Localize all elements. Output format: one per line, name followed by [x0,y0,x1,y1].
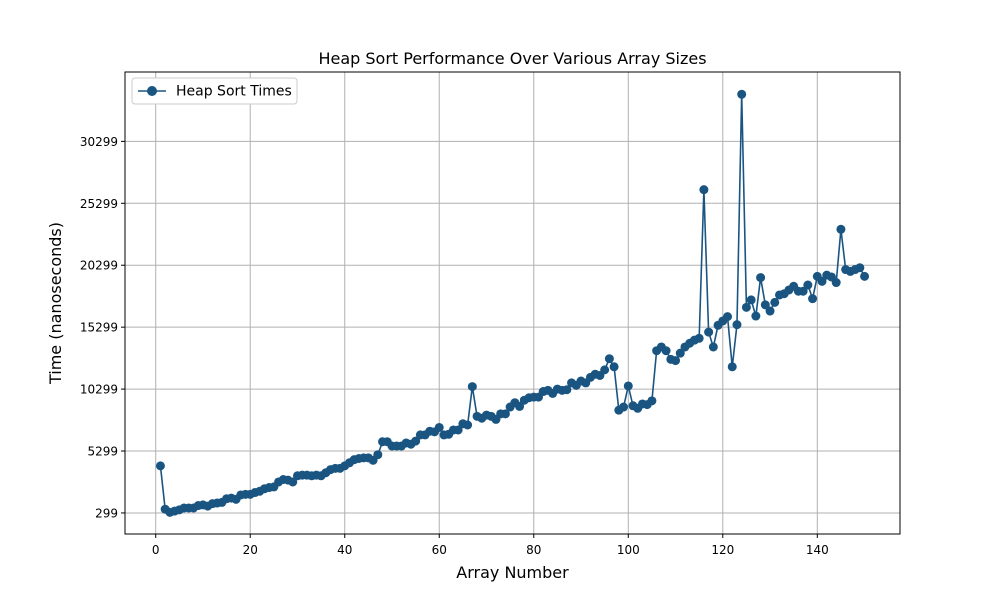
data-point [562,385,572,395]
data-point [860,271,870,281]
data-point [647,396,657,406]
y-tick-label: 25299 [80,197,118,211]
data-point [373,450,383,460]
data-point [411,436,421,446]
data-point [453,425,463,435]
data-point [817,276,827,286]
legend-label: Heap Sort Times [176,84,292,100]
data-point [604,354,614,364]
data-point [434,422,444,432]
data-point [515,401,525,411]
data-point [661,346,671,356]
x-tick-label: 120 [711,543,734,557]
data-point [623,381,633,391]
data-point [155,461,165,471]
y-tick-label: 30299 [80,135,118,149]
data-point [746,295,756,305]
x-tick-label: 20 [243,543,258,557]
x-tick-label: 40 [337,543,352,557]
data-point [808,294,818,304]
data-point [756,273,766,283]
data-point [803,280,813,290]
data-point [675,348,685,358]
y-tick-label: 15299 [80,321,118,335]
data-point [798,286,808,296]
data-point [288,477,298,487]
data-point [831,278,841,288]
data-point [855,263,865,273]
data-point [723,312,733,322]
data-point [770,297,780,307]
data-point [741,302,751,312]
data-point [732,320,742,330]
data-point [760,300,770,310]
data-point [836,224,846,234]
x-tick-label: 0 [152,543,160,557]
y-axis-label: Time (nanoseconds) [46,222,65,385]
data-point [765,306,775,316]
data-point [699,185,709,195]
y-tick-label: 299 [95,506,118,520]
data-point [619,402,629,412]
data-point [694,333,704,343]
data-point [737,89,747,99]
legend: Heap Sort Times [131,77,298,105]
legend-marker-swatch [147,86,157,96]
legend-box [131,77,298,105]
y-tick-label: 10299 [80,383,118,397]
data-point [704,327,714,337]
data-point [463,420,473,430]
data-point [600,365,610,375]
data-point [500,409,510,419]
data-point [467,382,477,392]
data-point [671,356,681,366]
chart-title: Heap Sort Performance Over Various Array… [318,49,706,68]
data-point [708,342,718,352]
data-point [751,311,761,321]
x-tick-label: 100 [617,543,640,557]
x-tick-label: 140 [806,543,829,557]
data-point [727,362,737,372]
y-tick-label: 20299 [80,259,118,273]
data-point [609,362,619,372]
x-tick-label: 80 [526,543,541,557]
plot-area-frame [124,71,901,535]
x-tick-label: 60 [432,543,447,557]
x-axis-label: Array Number [456,563,569,582]
y-tick-label: 5299 [87,445,118,459]
